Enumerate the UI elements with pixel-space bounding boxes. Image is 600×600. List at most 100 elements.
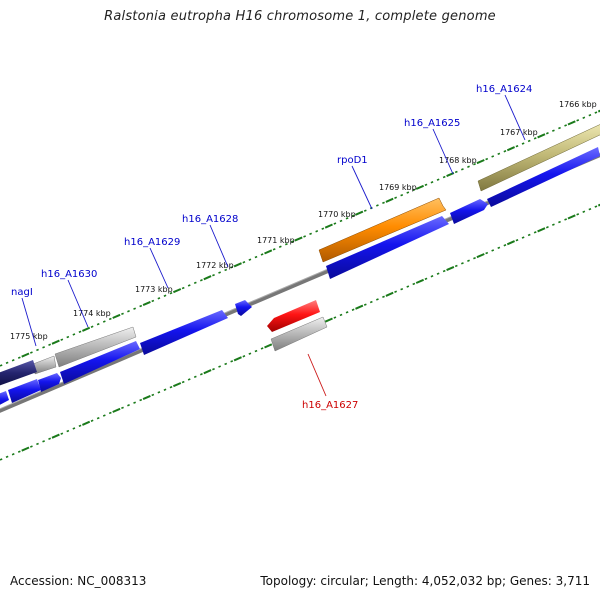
minor-tick: [29, 445, 33, 448]
minor-tick: [503, 244, 507, 247]
kbp-label: 1769 kbp: [379, 183, 417, 192]
minor-tick: [430, 275, 434, 278]
major-tick: [567, 214, 576, 220]
gene-forward[interactable]: [38, 373, 61, 392]
minor-tick: [576, 213, 580, 216]
gene-forward[interactable]: [140, 310, 228, 355]
minor-tick: [181, 380, 185, 384]
minor-tick: [406, 285, 410, 288]
kbp-label: 1775 kbp: [10, 332, 48, 341]
gene-forward[interactable]: [8, 379, 41, 403]
gene-rpoD1[interactable]: [318, 197, 447, 263]
minor-tick: [551, 223, 555, 226]
gene-forward[interactable]: [450, 199, 488, 224]
minor-tick: [430, 181, 434, 184]
gene-forward[interactable]: [60, 341, 140, 384]
minor-tick: [48, 437, 52, 440]
minor-tick: [454, 170, 458, 174]
gene-forward[interactable]: [0, 391, 9, 410]
leader-line: [432, 128, 454, 175]
minor-tick: [491, 155, 495, 158]
minor-tick: [400, 287, 404, 291]
minor-tick: [576, 119, 580, 122]
minor-tick: [521, 142, 525, 145]
minor-tick: [72, 427, 76, 430]
feature-gray[interactable]: [54, 326, 137, 368]
major-tick: [476, 159, 485, 165]
major-tick: [203, 275, 212, 281]
minor-tick: [485, 157, 489, 161]
minor-tick: [473, 256, 476, 260]
topology-label: Topology: circular; Length: 4,052,032 bp…: [260, 574, 590, 588]
minor-tick: [375, 298, 379, 301]
minor-tick: [303, 235, 307, 238]
minor-tick: [594, 111, 598, 114]
major-tick: [233, 262, 242, 268]
minor-tick: [11, 359, 15, 362]
minor-tick: [133, 401, 137, 404]
minor-tick: [139, 398, 143, 402]
minor-tick: [400, 193, 404, 197]
kbp-label: 1767 kbp: [500, 128, 538, 137]
minor-tick: [436, 178, 440, 181]
gene-label-h16-A1630[interactable]: h16_A1630: [41, 269, 97, 280]
gene-label-nagI[interactable]: nagI: [11, 287, 33, 298]
minor-tick: [163, 388, 167, 391]
major-tick: [233, 356, 242, 362]
minor-tick: [588, 207, 592, 211]
minor-tick: [412, 282, 416, 286]
leader-line: [351, 165, 373, 210]
major-tick: [506, 146, 516, 152]
gene-label-h16-A1629[interactable]: h16_A1629: [124, 237, 180, 248]
major-tick: [142, 394, 151, 401]
minor-tick: [36, 348, 39, 352]
minor-tick: [424, 277, 428, 281]
gene-label-h16-A1627[interactable]: h16_A1627: [302, 400, 358, 411]
minor-tick: [594, 205, 598, 208]
minor-tick: [60, 338, 64, 341]
minor-tick: [454, 264, 458, 268]
major-tick: [112, 313, 121, 319]
minor-tick: [17, 356, 21, 359]
kbp-label: 1773 kbp: [135, 285, 173, 294]
gene-label-h16-A1624[interactable]: h16_A1624: [476, 84, 532, 95]
gene-label-h16-A1628[interactable]: h16_A1628: [182, 214, 238, 225]
kbp-label: 1771 kbp: [257, 236, 295, 245]
minor-tick: [121, 406, 124, 410]
minor-tick: [290, 240, 294, 243]
minor-tick: [394, 290, 398, 293]
minor-tick: [533, 137, 537, 140]
feature-navy[interactable]: [0, 360, 37, 389]
gene-h16-A1627[interactable]: [267, 300, 320, 332]
minor-tick: [558, 220, 561, 224]
minor-tick: [108, 317, 112, 321]
minor-tick: [339, 313, 343, 317]
minor-tick: [181, 286, 185, 290]
feature-gray-reverse[interactable]: [270, 316, 328, 352]
major-tick: [446, 265, 455, 272]
major-tick: [51, 433, 60, 439]
minor-tick: [272, 248, 276, 251]
minor-tick: [60, 432, 64, 435]
minor-tick: [551, 129, 555, 132]
minor-tick: [345, 311, 349, 314]
minor-tick: [66, 335, 70, 339]
gene-label-rpoD1[interactable]: rpoD1: [337, 155, 368, 166]
feature-olive[interactable]: [477, 124, 600, 192]
minor-tick: [230, 266, 234, 269]
major-tick: [355, 210, 364, 216]
minor-tick: [224, 268, 228, 272]
minor-tick: [460, 168, 464, 171]
minor-tick: [133, 307, 137, 310]
gene-forward[interactable]: [326, 216, 449, 279]
forward-features: [0, 124, 600, 410]
gene-forward[interactable]: [487, 147, 600, 207]
minor-tick: [5, 455, 9, 459]
gene-forward[interactable]: [235, 300, 252, 316]
gene-label-h16-A1625[interactable]: h16_A1625: [404, 118, 460, 129]
minor-tick: [139, 304, 143, 308]
minor-tick: [339, 219, 343, 223]
minor-tick: [224, 362, 228, 366]
minor-tick: [363, 209, 367, 212]
minor-tick: [533, 231, 537, 234]
